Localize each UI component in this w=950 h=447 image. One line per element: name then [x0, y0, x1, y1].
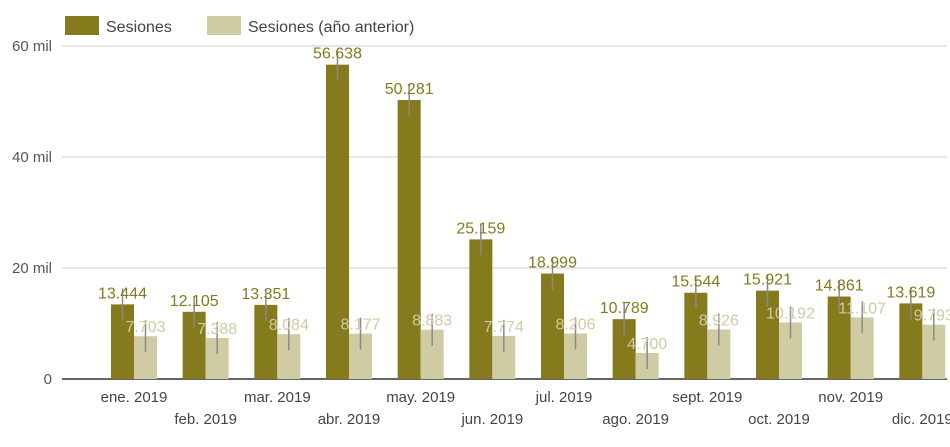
grid — [62, 45, 947, 269]
bar-sesiones — [684, 292, 708, 379]
data-label-sesiones: 14.861 — [815, 278, 864, 295]
data-label-sesiones: 56.638 — [313, 46, 362, 63]
x-category-label: dic. 2019 — [892, 411, 950, 428]
legend: Sesiones Sesiones (año anterior) — [65, 16, 414, 36]
error-bars — [121, 48, 935, 369]
data-label-sesiones-ano-anterior: 4.700 — [627, 336, 667, 353]
x-category-label: abr. 2019 — [318, 411, 381, 428]
legend-swatch-sesiones — [65, 16, 99, 35]
bar-sesiones-ano-anterior — [922, 324, 946, 379]
y-tick-label: 20 mil — [12, 260, 52, 277]
bar-sesiones-ano-anterior — [779, 322, 802, 379]
bar-sesiones-ano-anterior — [277, 334, 301, 379]
x-category-label: jun. 2019 — [460, 411, 523, 428]
data-label-sesiones: 25.159 — [456, 220, 505, 237]
y-tick-label: 40 mil — [12, 149, 52, 166]
bar-sesiones — [827, 296, 851, 379]
x-category-label: oct. 2019 — [748, 411, 810, 428]
bar-sesiones — [612, 319, 636, 379]
x-category-label: may. 2019 — [386, 389, 455, 406]
data-label-sesiones: 15.544 — [671, 274, 720, 291]
data-label-sesiones-ano-anterior: 7.388 — [197, 321, 237, 338]
bar-sesiones-ano-anterior — [134, 336, 157, 379]
x-category-label: ene. 2019 — [101, 389, 168, 406]
bar-sesiones-ano-anterior — [205, 337, 229, 379]
data-label-sesiones: 15.921 — [743, 272, 792, 289]
bar-sesiones — [111, 304, 134, 379]
bar-sesiones-ano-anterior — [420, 329, 444, 379]
x-category-label: nov. 2019 — [818, 389, 883, 406]
data-label-sesiones-ano-anterior: 8.206 — [555, 316, 595, 333]
data-label-sesiones: 13.619 — [886, 284, 935, 301]
x-category-label: sept. 2019 — [672, 389, 742, 406]
data-label-sesiones-ano-anterior: 7.774 — [484, 319, 524, 336]
bar-sesiones-ano-anterior — [492, 335, 516, 379]
bar-sesiones — [397, 99, 421, 379]
data-label-sesiones-ano-anterior: 8.084 — [269, 317, 309, 334]
x-category-label: mar. 2019 — [244, 389, 311, 406]
bar-sesiones — [756, 290, 779, 379]
data-label-sesiones-ano-anterior: 9.793 — [914, 308, 950, 325]
bar-sesiones — [326, 64, 349, 379]
data-labels: 13.444 7.703 12.105 7.388 13.351 8.084 56.638 8… — [98, 46, 950, 353]
bar-sesiones — [899, 303, 923, 379]
data-label-sesiones-ano-anterior: 7.703 — [125, 319, 165, 336]
y-tick-label: 60 mil — [12, 38, 52, 55]
bar-sesiones-ano-anterior — [707, 329, 731, 379]
bar-sesiones-ano-anterior — [564, 333, 587, 379]
bar-sesiones — [254, 304, 278, 379]
bar-sesiones — [541, 273, 564, 379]
bars — [111, 64, 946, 379]
x-category-label: ago. 2019 — [602, 411, 669, 428]
legend-label-sesiones-ano-anterior: Sesiones (año anterior) — [248, 19, 414, 36]
x-axis: ene. 2019 feb. 2019 mar. 2019 abr. 2019 may.… — [101, 389, 950, 428]
data-label-sesiones: 50.281 — [385, 81, 434, 98]
data-label-sesiones-ano-anterior: 11.107 — [838, 300, 886, 317]
legend-label-sesiones: Sesiones — [106, 19, 172, 36]
data-label-sesiones-ano-anterior: 8.926 — [699, 312, 739, 329]
data-label-sesiones: 13.444 — [98, 285, 147, 302]
bar-sesiones — [469, 239, 493, 379]
y-tick-label: 0 — [44, 371, 52, 388]
data-label-sesiones-ano-anterior: 8.883 — [412, 313, 452, 330]
legend-swatch-sesiones-ano-anterior — [207, 16, 241, 35]
x-category-label: feb. 2019 — [174, 411, 237, 428]
bar-sesiones — [182, 311, 206, 379]
data-label-sesiones: 18.999 — [528, 255, 577, 272]
x-category-label: jul. 2019 — [535, 389, 593, 406]
data-label-sesiones: 12.105 — [170, 293, 219, 310]
data-label-sesiones: 10.789 — [600, 300, 649, 317]
bar-sesiones-ano-anterior — [349, 333, 372, 379]
data-label-sesiones: 13.351 — [241, 286, 290, 303]
bar-sesiones-ano-anterior — [850, 317, 874, 379]
data-label-sesiones-ano-anterior: 8.177 — [340, 317, 380, 334]
data-label-sesiones-ano-anterior: 10.192 — [766, 305, 815, 322]
